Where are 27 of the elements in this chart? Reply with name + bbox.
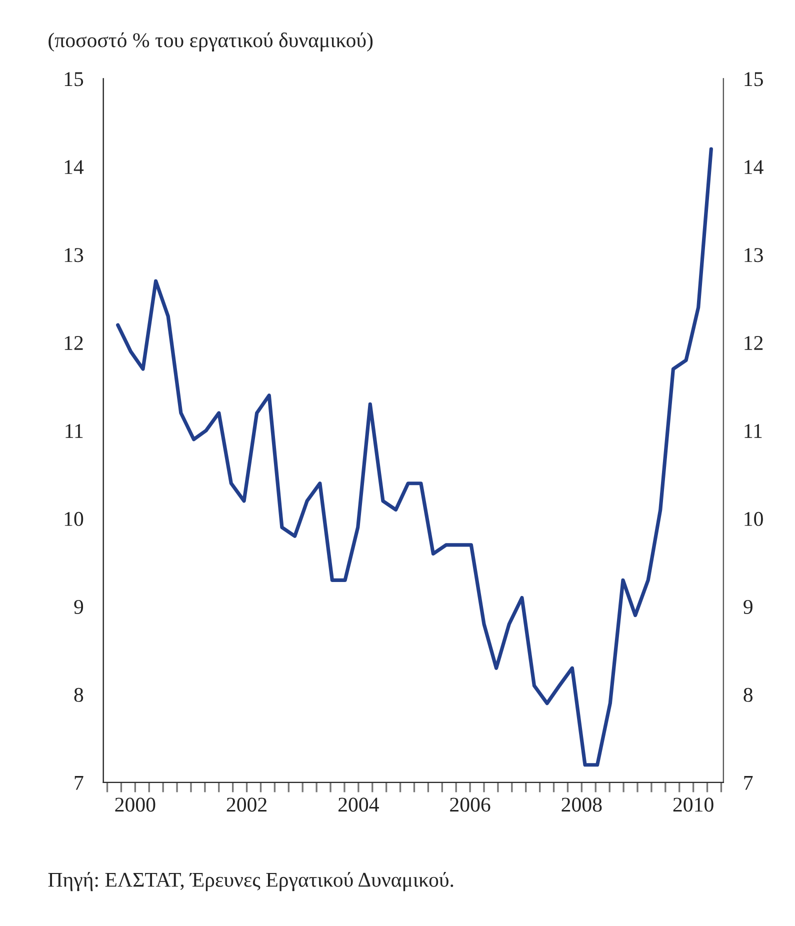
line-series [116, 147, 713, 767]
x-tick-label: 2000 [115, 798, 156, 812]
y2-tick-label: 8 [744, 688, 753, 702]
y2-tick-label: 7 [744, 776, 753, 790]
x-tick-label: 2002 [226, 798, 266, 812]
y-tick-label: 9 [74, 600, 84, 614]
chart-subtitle: (ποσοστό % του εργατικού δυναμικού) [48, 32, 373, 52]
y2-tick-label: 15 [744, 72, 763, 86]
y2-tick-label: 14 [744, 160, 764, 174]
text: Πηγή: ΕΛΣΤΑΤ, Έρευνες Εργατικού Δυναμικού. [48, 872, 454, 892]
y2-tick-label: 12 [744, 336, 763, 350]
x-tick-label: 2010 [673, 798, 714, 812]
y-tick-label: 8 [74, 688, 84, 702]
y-tick-label: 11 [66, 424, 83, 438]
y-tick-label: 14 [64, 160, 84, 174]
y-tick-label: 7 [74, 776, 84, 790]
x-tick-label: 2008 [562, 798, 602, 812]
y-tick-label: 12 [64, 336, 83, 350]
y-tick-label: 13 [64, 248, 84, 262]
y2-tick-label: 9 [744, 600, 752, 614]
y2-tick-label: 13 [744, 248, 763, 262]
y-tick-label: 15 [64, 72, 84, 86]
y2-tick-label: 10 [744, 512, 763, 526]
x-tick-label: 2004 [338, 798, 379, 812]
y-tick-label: 10 [64, 512, 84, 526]
y2-tick-label: 11 [744, 424, 762, 438]
x-tick-label: 2006 [450, 798, 490, 812]
